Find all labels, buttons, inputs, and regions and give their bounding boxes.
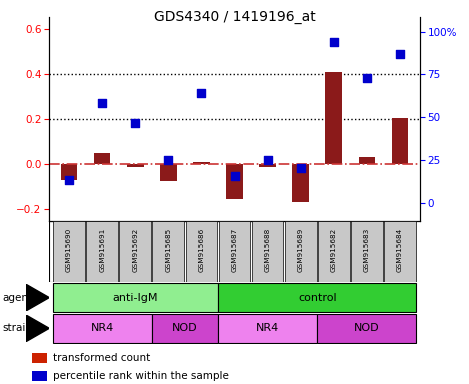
Polygon shape <box>26 284 49 311</box>
Text: NR4: NR4 <box>91 323 114 333</box>
Point <box>231 173 238 179</box>
FancyBboxPatch shape <box>53 222 85 281</box>
FancyBboxPatch shape <box>152 222 184 281</box>
Point <box>131 120 139 126</box>
Point <box>396 51 404 57</box>
Text: GSM915683: GSM915683 <box>364 228 370 272</box>
Text: GSM915689: GSM915689 <box>298 228 303 272</box>
Text: GSM915690: GSM915690 <box>66 228 72 272</box>
Point <box>330 39 338 45</box>
Point <box>197 89 205 96</box>
FancyBboxPatch shape <box>351 222 383 281</box>
Text: GDS4340 / 1419196_at: GDS4340 / 1419196_at <box>154 10 315 23</box>
Text: control: control <box>298 293 337 303</box>
Text: strain: strain <box>2 323 32 333</box>
Point <box>363 75 371 81</box>
Bar <box>152 314 218 343</box>
Text: NOD: NOD <box>354 323 379 333</box>
Bar <box>94 153 110 164</box>
Point <box>297 165 304 171</box>
FancyBboxPatch shape <box>285 222 317 281</box>
Polygon shape <box>26 315 49 342</box>
Point <box>98 100 106 106</box>
Text: anti-IgM: anti-IgM <box>113 293 158 303</box>
Bar <box>53 314 152 343</box>
FancyBboxPatch shape <box>86 222 118 281</box>
Bar <box>127 164 144 167</box>
Text: GSM915688: GSM915688 <box>265 228 271 272</box>
Text: GSM915686: GSM915686 <box>198 228 204 272</box>
Bar <box>193 162 210 164</box>
Bar <box>226 164 243 199</box>
Text: GSM915687: GSM915687 <box>232 228 237 272</box>
Bar <box>160 164 177 181</box>
Bar <box>392 118 408 164</box>
FancyBboxPatch shape <box>219 222 250 281</box>
Text: GSM915685: GSM915685 <box>166 228 171 272</box>
Text: percentile rank within the sample: percentile rank within the sample <box>53 371 228 381</box>
Bar <box>292 164 309 202</box>
Bar <box>218 314 317 343</box>
Bar <box>218 283 416 312</box>
Bar <box>259 164 276 167</box>
Point <box>264 157 272 163</box>
Text: GSM915691: GSM915691 <box>99 228 105 272</box>
Text: NOD: NOD <box>172 323 198 333</box>
FancyBboxPatch shape <box>252 222 283 281</box>
FancyBboxPatch shape <box>120 222 151 281</box>
Point <box>165 157 172 163</box>
Text: GSM915684: GSM915684 <box>397 228 403 272</box>
Bar <box>359 157 375 164</box>
Bar <box>325 71 342 164</box>
FancyBboxPatch shape <box>384 222 416 281</box>
Text: GSM915682: GSM915682 <box>331 228 337 272</box>
Text: NR4: NR4 <box>256 323 279 333</box>
Bar <box>32 371 47 381</box>
Text: agent: agent <box>2 293 32 303</box>
Bar <box>53 283 218 312</box>
Point <box>65 177 73 183</box>
FancyBboxPatch shape <box>186 222 217 281</box>
Bar <box>61 164 77 180</box>
FancyBboxPatch shape <box>318 222 349 281</box>
Text: GSM915692: GSM915692 <box>132 228 138 272</box>
Bar <box>32 353 47 363</box>
Text: transformed count: transformed count <box>53 353 150 363</box>
Bar <box>317 314 416 343</box>
